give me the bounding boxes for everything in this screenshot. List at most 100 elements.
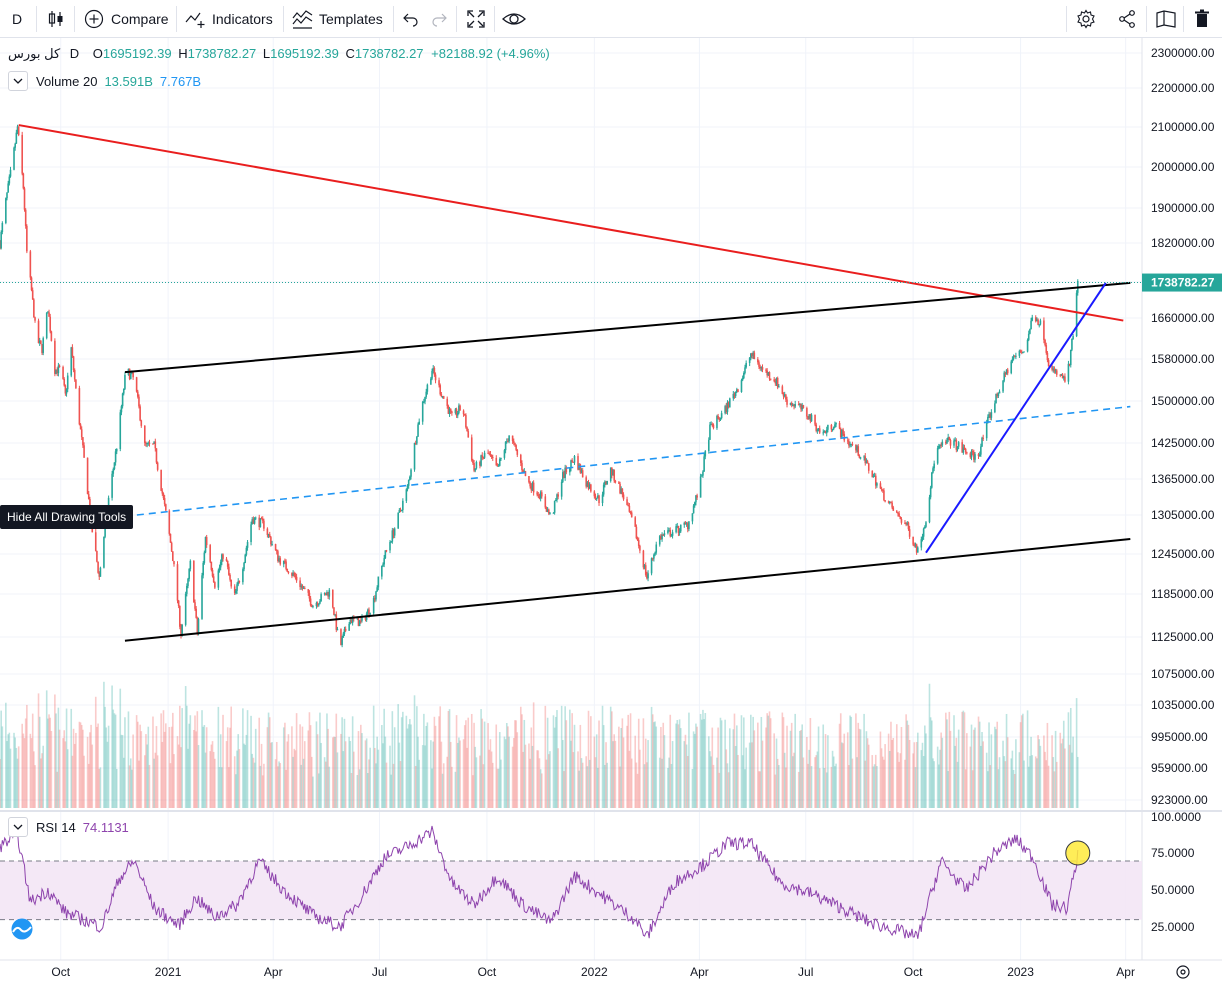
volume-bar	[998, 757, 1001, 808]
candle-body	[340, 629, 342, 645]
candle-body	[507, 441, 509, 443]
candle-body	[585, 477, 587, 487]
axis-settings-icon[interactable]	[1176, 965, 1190, 979]
candle-body	[310, 605, 313, 607]
indicators-button[interactable]: Indicators	[185, 0, 273, 37]
redo-button[interactable]	[430, 0, 448, 37]
undo-button[interactable]	[402, 0, 420, 37]
volume-bar	[969, 746, 972, 808]
collapse-legend-button[interactable]	[8, 71, 28, 91]
tradingview-logo[interactable]	[8, 918, 36, 940]
candle-body	[717, 416, 719, 419]
candle-body	[653, 554, 655, 559]
mid-dashed-line[interactable]	[124, 405, 1131, 518]
volume-bar	[947, 771, 949, 808]
volume-bar	[128, 765, 131, 808]
volume-bar	[586, 766, 589, 808]
candle-body	[876, 483, 878, 486]
candle-body	[1043, 320, 1045, 340]
volume-bar	[661, 758, 663, 808]
volume-bar	[1005, 713, 1008, 808]
volume-bar	[482, 764, 485, 808]
candle-body	[964, 448, 967, 453]
candle-body	[628, 505, 631, 512]
candle-body	[741, 378, 744, 381]
volume-bar	[382, 743, 384, 808]
symbol-name[interactable]: کل بورس	[8, 46, 61, 61]
volume-bar	[945, 712, 947, 808]
candle-body	[541, 492, 543, 497]
candle-body	[319, 601, 321, 604]
candle-body	[841, 429, 843, 438]
volume-bar	[658, 757, 661, 808]
volume-bar	[1015, 739, 1017, 808]
volume-bar	[700, 719, 703, 808]
candle-body	[528, 476, 530, 483]
candle-body	[887, 501, 890, 503]
candle-body	[897, 512, 899, 514]
price-tick-label: 1035000.00	[1151, 698, 1215, 712]
candle-body	[491, 457, 494, 459]
candle-body	[302, 587, 305, 589]
volume-label[interactable]: Volume 20	[36, 73, 98, 89]
settings-button[interactable]	[1076, 0, 1096, 37]
interval-selector[interactable]: D	[12, 0, 22, 37]
hide-drawings-button[interactable]	[502, 0, 526, 37]
share-button[interactable]	[1117, 0, 1137, 37]
volume-bar	[800, 730, 802, 808]
candle-body	[569, 468, 571, 473]
candle-body	[726, 402, 729, 412]
candle-body	[538, 495, 541, 499]
candle-body	[677, 526, 680, 533]
chart-canvas[interactable]: 2300000.00 2200000.00 2100000.00 2000000.00…	[0, 38, 1222, 984]
lower-channel-line[interactable]	[124, 538, 1131, 642]
volume-bar	[539, 769, 542, 808]
volume-bar	[230, 706, 233, 808]
candle-body	[752, 352, 754, 356]
volume-bar	[274, 759, 277, 808]
price-tick-label: 1125000.00	[1151, 630, 1214, 644]
volume-bar	[842, 743, 844, 808]
open-book-button[interactable]	[1155, 0, 1177, 37]
candle-body	[369, 613, 371, 615]
rsi-tick-label: 100.0000	[1151, 810, 1201, 824]
chart-type-button[interactable]	[46, 0, 66, 37]
volume-bar	[900, 727, 903, 808]
delete-button[interactable]	[1193, 0, 1211, 37]
candle-body	[969, 453, 972, 458]
volume-bar	[22, 733, 25, 808]
blue-trendline[interactable]	[925, 282, 1107, 554]
volume-bar	[729, 728, 731, 808]
candle-body	[838, 423, 841, 429]
candle-body	[546, 509, 549, 512]
volume-bar	[353, 751, 355, 808]
fullscreen-button[interactable]	[466, 0, 486, 37]
candle-body	[822, 432, 825, 434]
volume-bar	[752, 716, 754, 808]
red-trendline[interactable]	[18, 124, 1124, 322]
volume-bar	[446, 756, 449, 808]
compare-button[interactable]: Compare	[84, 0, 169, 37]
volume-bar	[295, 713, 298, 808]
interval-label: D	[12, 10, 23, 27]
candle-body	[966, 452, 968, 454]
templates-button[interactable]: Templates	[292, 0, 383, 37]
volume-bar	[564, 706, 566, 808]
candle-body	[342, 633, 345, 638]
volume-bar	[866, 738, 869, 808]
collapse-rsi-button[interactable]	[8, 817, 28, 837]
candle-body	[719, 418, 722, 420]
candle-body	[988, 414, 990, 417]
rsi-label[interactable]: RSI 14	[36, 819, 76, 835]
volume-bar	[449, 741, 452, 808]
volume-bar	[974, 727, 976, 808]
candle-body	[315, 602, 318, 607]
candle-body	[810, 414, 813, 422]
volume-bar	[48, 714, 50, 808]
volume-bar	[463, 725, 466, 808]
candle-body	[614, 480, 617, 483]
candle-body	[326, 592, 328, 596]
candle-body	[34, 317, 36, 321]
candle-body	[724, 406, 726, 414]
upper-channel-line[interactable]	[124, 281, 1131, 374]
